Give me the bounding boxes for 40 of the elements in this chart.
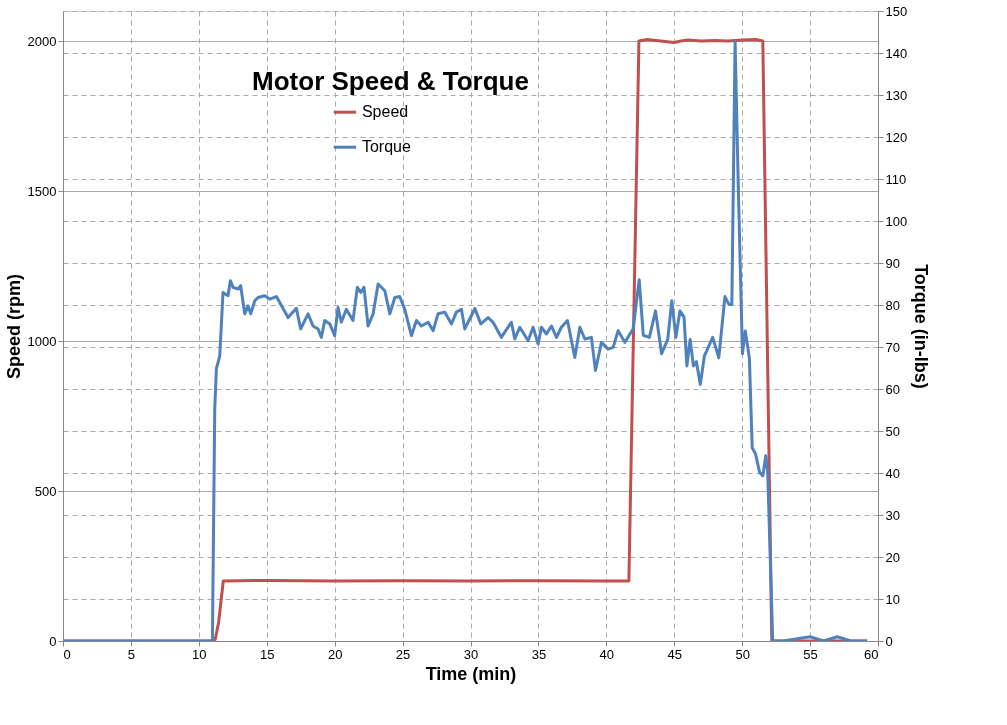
y2-tick-label: 20	[885, 549, 900, 565]
y2-tick-label: 100	[885, 213, 908, 229]
x-tick-label: 60	[864, 646, 879, 662]
x-tick-label: 20	[327, 646, 343, 662]
legend-label: Torque	[361, 138, 411, 156]
y2-tick-label: 150	[885, 3, 908, 19]
y2-tick-label: 140	[885, 45, 908, 61]
x-tick-label: 15	[260, 646, 275, 662]
y-tick-label: 1500	[27, 183, 57, 199]
y2-tick-label: 30	[885, 507, 900, 523]
x-tick-label: 25	[395, 646, 411, 662]
x-tick-label: 40	[599, 646, 615, 662]
y2-tick-label: 50	[885, 423, 900, 439]
x-tick-label: 35	[531, 646, 547, 662]
y-tick-label: 1000	[27, 333, 57, 349]
x-tick-label: 45	[667, 646, 682, 662]
y-axis-title: Speed (rpm)	[3, 273, 24, 380]
y2-tick-label: 0	[885, 633, 893, 649]
y2-tick-label: 80	[885, 297, 900, 313]
y2-axis-title: Torque (in-lbs)	[911, 264, 932, 389]
x-tick-label: 0	[63, 646, 71, 662]
y2-tick-label: 60	[885, 381, 900, 397]
x-tick-label: 30	[463, 646, 479, 662]
y2-tick-label: 90	[885, 255, 900, 271]
y-tick-label: 2000	[27, 33, 57, 49]
y2-tick-label: 130	[885, 87, 908, 103]
y-tick-label: 0	[49, 633, 57, 649]
x-tick-label: 5	[127, 646, 136, 662]
x-tick-label: 10	[192, 646, 207, 662]
y2-tick-label: 70	[885, 339, 900, 355]
x-axis-title: Time (min)	[425, 663, 517, 684]
y2-tick-label: 40	[885, 465, 900, 481]
y2-tick-label: 110	[885, 171, 907, 187]
legend-label: Speed	[361, 103, 409, 121]
y2-tick-label: 10	[885, 591, 900, 607]
x-tick-label: 50	[735, 646, 750, 662]
x-tick-label: 55	[803, 646, 818, 662]
y-tick-label: 500	[34, 483, 57, 499]
y2-tick-label: 120	[885, 129, 908, 145]
text: Motor Speed & Torque	[252, 66, 529, 96]
